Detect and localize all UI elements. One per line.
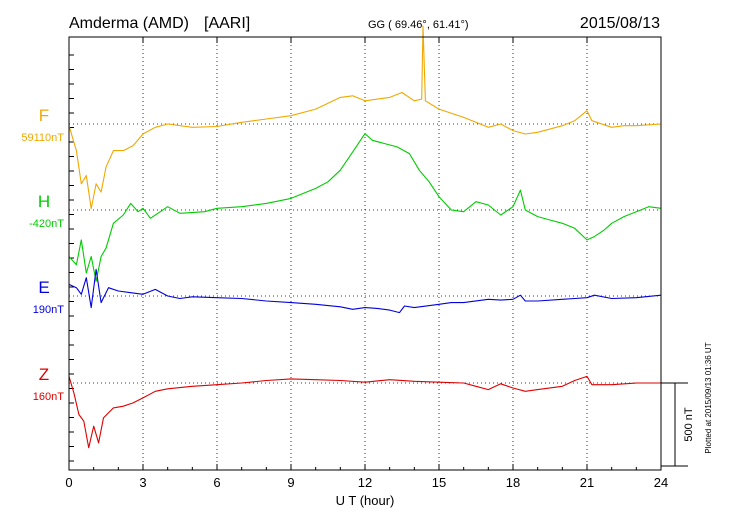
grid-layer <box>69 37 661 470</box>
series-baseline-h: -420nT <box>29 218 64 230</box>
institute-label: [AARI] <box>204 15 250 32</box>
series-line-h <box>68 133 662 282</box>
series-layer <box>68 25 662 449</box>
x-tick-label-0: 0 <box>65 475 72 490</box>
x-tick-label-21: 21 <box>580 475 594 490</box>
series-line-f <box>68 25 662 210</box>
x-axis-label: U T (hour) <box>336 493 395 508</box>
scale-bar: 500 nT <box>661 382 695 467</box>
station-title: Amderma (AMD) <box>69 15 189 32</box>
x-tick-label-15: 15 <box>432 475 446 490</box>
x-tick-label-3: 3 <box>139 475 146 490</box>
series-name-e: E <box>38 278 49 297</box>
series-baseline-z: 160nT <box>33 391 64 403</box>
coords-label: GG ( 69.46°, 61.41°) <box>368 19 469 31</box>
series-name-f: F <box>39 106 49 125</box>
plotted-timestamp: Plotted at 2015/09/13 01:36 UT <box>704 342 713 453</box>
date-label: 2015/08/13 <box>580 15 660 32</box>
x-tick-label-6: 6 <box>213 475 220 490</box>
series-name-h: H <box>38 192 50 211</box>
x-tick-label-9: 9 <box>287 475 294 490</box>
series-name-z: Z <box>39 365 49 384</box>
series-line-e <box>68 268 662 314</box>
series-baseline-e: 190nT <box>33 304 64 316</box>
series-labels-layer: F 59110nT H -420nT E 190nT Z 160nT <box>21 106 64 403</box>
x-tick-label-24: 24 <box>654 475 668 490</box>
x-tick-label-18: 18 <box>506 475 520 490</box>
x-tick-label-12: 12 <box>358 475 372 490</box>
series-baseline-f: 59110nT <box>21 132 64 144</box>
x-axis: 0 3 6 9 12 15 18 21 24 <box>65 37 668 490</box>
scale-bar-label: 500 nT <box>683 407 695 442</box>
series-line-z <box>68 375 661 449</box>
